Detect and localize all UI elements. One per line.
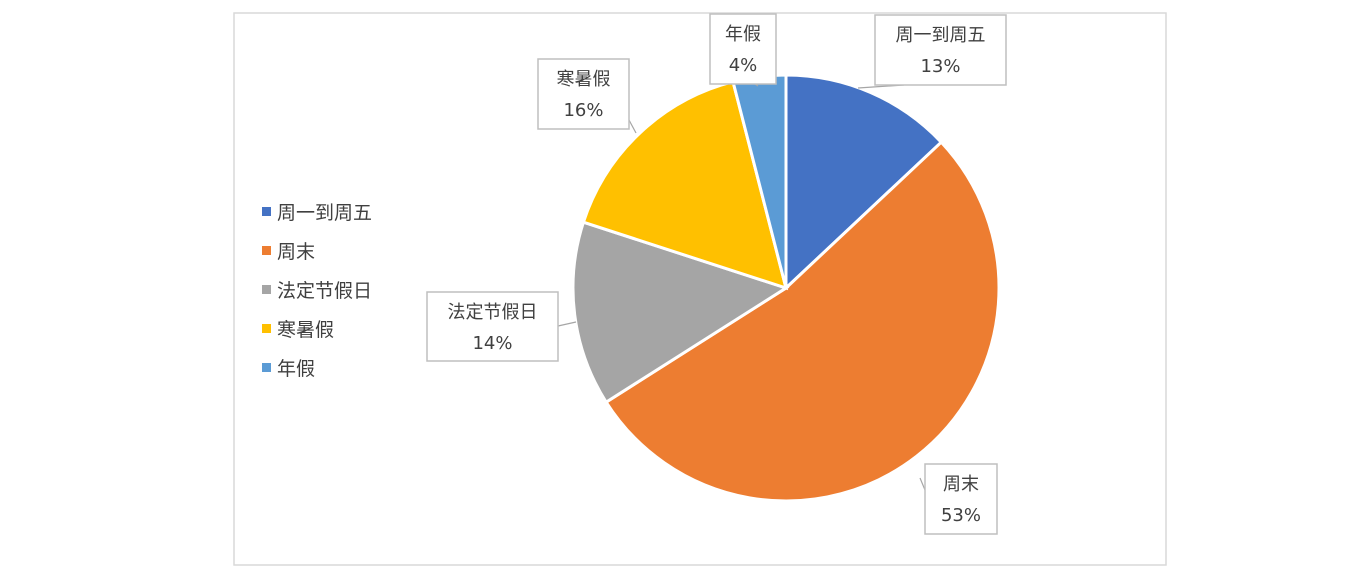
data-label-value-3: 14%: [472, 333, 512, 354]
legend-label-3: 法定节假日: [277, 280, 372, 302]
data-label-category-2: 周末: [943, 474, 979, 495]
data-label-box-5: [709, 13, 777, 85]
data-label-value-2: 53%: [941, 505, 981, 526]
legend-swatch-5: [262, 363, 271, 372]
pie-slices: [571, 73, 1001, 503]
leader-line-4: [628, 119, 637, 134]
legend-label-5: 年假: [277, 358, 315, 380]
data-label-category-4: 寒暑假: [557, 69, 611, 90]
data-label-box-3: [426, 291, 559, 362]
pie-slice-4: [581, 79, 789, 291]
data-label-category-1: 周一到周五: [896, 25, 986, 46]
pie-slice-3: [571, 220, 790, 405]
legend-swatch-2: [262, 246, 271, 255]
leader-line-3: [557, 321, 577, 327]
data-label-value-5: 4%: [729, 55, 758, 76]
data-label-category-5: 年假: [725, 24, 761, 45]
data-label-value-4: 16%: [563, 100, 603, 121]
data-label-box-2: [924, 463, 998, 535]
data-label-value-1: 13%: [920, 56, 960, 77]
legend-label-4: 寒暑假: [277, 319, 334, 341]
data-label-callouts: 周一到周五 13% 周末 53% 法定节假日 14% 寒暑假 16% 年假 4%: [426, 13, 1007, 535]
data-label-category-3: 法定节假日: [448, 302, 538, 323]
data-label-box-1: [874, 14, 1007, 86]
legend-label-1: 周一到周五: [277, 202, 372, 224]
data-label-box-4: [537, 58, 630, 130]
legend-swatch-4: [262, 324, 271, 333]
pie-slice-2: [604, 140, 1001, 503]
legend-swatch-1: [262, 207, 271, 216]
legend-label-2: 周末: [277, 241, 315, 263]
legend-swatch-3: [262, 285, 271, 294]
pie-slice-1: [784, 73, 944, 292]
leader-line-2: [919, 477, 926, 491]
